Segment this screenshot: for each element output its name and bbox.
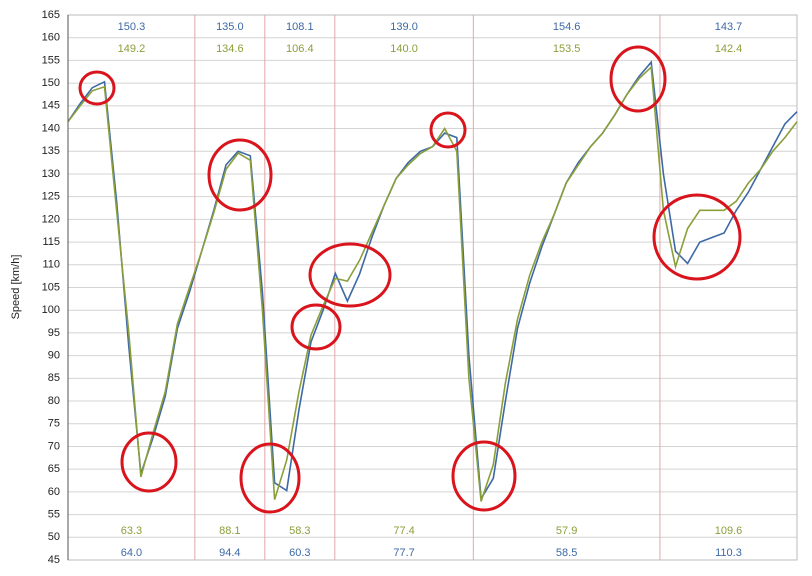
highlight xyxy=(451,440,517,512)
highlight xyxy=(652,193,742,281)
y-tick-label: 85 xyxy=(48,372,60,384)
y-tick-label: 50 xyxy=(48,531,60,543)
y-tick-label: 120 xyxy=(42,213,60,225)
y-tick-label: 60 xyxy=(48,486,60,498)
y-tick-label: 110 xyxy=(42,259,60,271)
speed-line xyxy=(67,65,798,502)
section-label: 110.3 xyxy=(715,547,742,559)
section-label: 143.7 xyxy=(715,21,743,33)
section-label: 139.0 xyxy=(390,21,418,33)
section-label: 134.6 xyxy=(216,43,244,55)
section-label: 58.5 xyxy=(556,547,577,559)
y-tick-label: 160 xyxy=(42,32,60,44)
section-label: 57.9 xyxy=(556,525,577,537)
highlight xyxy=(207,138,273,212)
section-label: 63.3 xyxy=(121,525,142,537)
highlight xyxy=(609,45,667,113)
section-label: 140.0 xyxy=(390,43,418,55)
y-tick-label: 70 xyxy=(48,440,60,452)
section-label: 77.4 xyxy=(393,525,414,537)
section-label: 109.6 xyxy=(715,525,743,537)
section-label: 64.0 xyxy=(121,547,142,559)
section-label: 94.4 xyxy=(219,547,240,559)
section-label: 108.1 xyxy=(286,21,314,33)
y-axis-label: Speed [km/h] xyxy=(10,255,22,320)
y-tick-label: 140 xyxy=(42,122,60,134)
section-label: 106.4 xyxy=(286,43,314,55)
y-tick-label: 145 xyxy=(42,100,60,112)
grid xyxy=(67,14,798,561)
y-tick-label: 80 xyxy=(48,395,60,407)
highlight xyxy=(429,111,467,149)
y-tick-label: 100 xyxy=(42,304,60,316)
y-tick-label: 55 xyxy=(48,508,60,520)
highlight xyxy=(290,303,342,351)
section-label: 154.6 xyxy=(553,21,581,33)
section-label: 142.4 xyxy=(715,43,743,55)
highlight xyxy=(308,242,392,308)
y-tick-label: 115 xyxy=(42,236,60,248)
y-tick-label: 155 xyxy=(42,54,60,66)
section-label: 60.3 xyxy=(289,547,310,559)
y-tick-label: 165 xyxy=(42,9,60,21)
section-label: 77.7 xyxy=(393,547,414,559)
highlight xyxy=(120,431,178,493)
section-label: 135.0 xyxy=(216,21,244,33)
highlight xyxy=(239,442,301,514)
y-tick-label: 65 xyxy=(48,463,60,475)
y-tick-label: 95 xyxy=(48,327,60,339)
section-label: 153.5 xyxy=(553,43,581,55)
section-label: 149.2 xyxy=(118,43,146,55)
section-label: 150.3 xyxy=(118,21,146,33)
y-tick-label: 130 xyxy=(42,168,60,180)
y-tick-label: 135 xyxy=(42,145,60,157)
highlight-circles xyxy=(78,45,742,514)
y-tick-label: 75 xyxy=(48,418,60,430)
y-tick-label: 105 xyxy=(42,281,60,293)
y-tick-label: 90 xyxy=(48,350,60,362)
section-label: 88.1 xyxy=(219,525,240,537)
section-label: 58.3 xyxy=(289,525,310,537)
lines xyxy=(67,60,798,502)
highlight xyxy=(78,70,116,106)
y-tick-label: 45 xyxy=(48,554,60,566)
y-tick-label: 125 xyxy=(42,191,60,203)
y-tick-label: 150 xyxy=(42,77,60,89)
